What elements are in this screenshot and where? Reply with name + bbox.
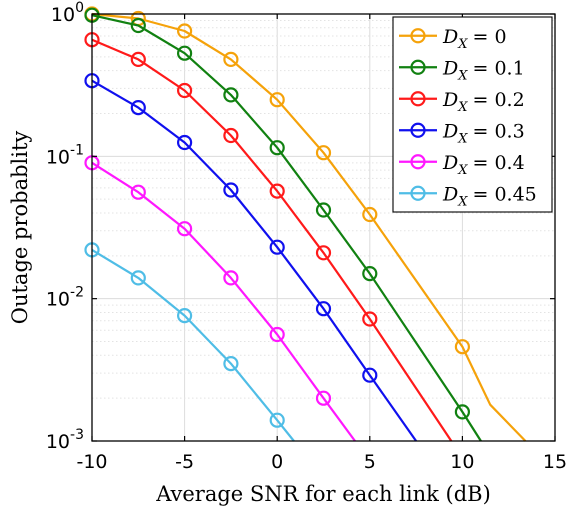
legend-subscript: X bbox=[457, 68, 468, 83]
series-4-point-3 bbox=[223, 270, 239, 286]
series-1-point-5 bbox=[315, 202, 332, 218]
series-2-point-4 bbox=[269, 183, 285, 199]
plot-frame bbox=[91, 13, 556, 442]
y-tick-exponent: -1 bbox=[70, 142, 84, 158]
series-2-point-5 bbox=[315, 245, 332, 261]
legend-value: = 0.1 bbox=[473, 57, 525, 79]
legend-var: D bbox=[442, 26, 458, 48]
y-tick-exponent: -3 bbox=[70, 427, 84, 443]
legend-entry-1: DX = 0.1 bbox=[442, 57, 525, 83]
series-line-3 bbox=[91, 79, 417, 442]
legend-value: = 0 bbox=[473, 26, 507, 48]
y-tick-label: 10-2 bbox=[46, 285, 84, 311]
y-tick-base: 10 bbox=[46, 146, 70, 168]
x-tick-label: 10 bbox=[450, 451, 474, 473]
series-0-point-3 bbox=[223, 51, 239, 68]
series-1-point-6 bbox=[362, 266, 378, 282]
series-3-point-1 bbox=[130, 99, 146, 116]
series-0-point-2 bbox=[177, 23, 193, 39]
series-3-point-4 bbox=[269, 239, 285, 255]
series-3-point-5 bbox=[315, 301, 332, 317]
series-5-point-4 bbox=[269, 412, 285, 428]
legend-subscript: X bbox=[457, 131, 468, 146]
series-line-1 bbox=[91, 14, 482, 442]
x-axis-label: Average SNR for each link (dB) bbox=[155, 482, 491, 506]
legend-entry-2: DX = 0.2 bbox=[442, 89, 525, 115]
series-line-2 bbox=[91, 38, 453, 442]
legend-entry-3: DX = 0.3 bbox=[442, 120, 525, 146]
legend-var: D bbox=[442, 183, 458, 205]
legend-var: D bbox=[442, 152, 458, 174]
legend-entry-0: DX = 0 bbox=[442, 26, 507, 52]
legend-subscript: X bbox=[457, 37, 468, 52]
legend-swatch-marker-4 bbox=[410, 154, 426, 170]
series-0-point-4 bbox=[269, 92, 285, 108]
legend-value: = 0.4 bbox=[473, 152, 525, 174]
legend-value: = 0.2 bbox=[473, 89, 525, 111]
series-3-point-6 bbox=[362, 367, 378, 383]
x-tick-label: 0 bbox=[271, 451, 283, 473]
x-tick-label: 15 bbox=[543, 451, 567, 473]
legend-value: = 0.3 bbox=[473, 120, 525, 142]
series-0-point-7 bbox=[454, 339, 470, 355]
y-tick-exponent: -2 bbox=[70, 285, 84, 301]
series-2-point-2 bbox=[177, 82, 193, 99]
legend-subscript: X bbox=[457, 163, 468, 178]
series-1-point-1 bbox=[130, 17, 146, 34]
y-tick-label: 100 bbox=[51, 0, 84, 26]
legend-var: D bbox=[442, 120, 458, 142]
y-tick-label: 10-3 bbox=[46, 427, 84, 453]
legend-entry-5: DX = 0.45 bbox=[442, 183, 537, 209]
series-1-point-3 bbox=[223, 87, 239, 103]
series-2-point-6 bbox=[362, 311, 378, 327]
legend-subscript: X bbox=[457, 194, 468, 209]
legend-var: D bbox=[442, 89, 458, 111]
x-tick-label: 5 bbox=[364, 451, 376, 473]
series-line-4 bbox=[91, 161, 356, 442]
series-2-point-3 bbox=[223, 127, 239, 144]
series-1-point-7 bbox=[454, 404, 470, 420]
legend-value: = 0.45 bbox=[473, 183, 537, 205]
y-tick-base: 10 bbox=[51, 4, 75, 26]
series-group bbox=[84, 6, 527, 442]
legend-swatch-marker-0 bbox=[410, 28, 426, 44]
series-5-point-3 bbox=[223, 356, 239, 372]
series-1-point-2 bbox=[177, 45, 193, 61]
series-0-point-6 bbox=[362, 206, 378, 223]
y-tick-exponent: 0 bbox=[75, 0, 84, 16]
legend-swatch-marker-2 bbox=[410, 91, 426, 107]
series-4-point-2 bbox=[177, 221, 193, 237]
legend-entry-4: DX = 0.4 bbox=[442, 152, 525, 178]
series-line-5 bbox=[91, 248, 295, 442]
series-2-point-1 bbox=[130, 51, 146, 68]
y-axis-label: Outage probablity bbox=[8, 131, 32, 325]
legend-swatch-marker-3 bbox=[410, 122, 426, 138]
series-line-0 bbox=[91, 12, 527, 442]
series-0-point-5 bbox=[315, 145, 332, 161]
legend: DX = 0DX = 0.1DX = 0.2DX = 0.3DX = 0.4DX = 0.4… bbox=[392, 16, 553, 213]
series-5-point-1 bbox=[130, 270, 146, 286]
legend-swatch-marker-1 bbox=[410, 59, 426, 75]
legend-box bbox=[392, 16, 553, 213]
x-tick-label: -10 bbox=[76, 451, 107, 473]
x-tick-label: -5 bbox=[175, 451, 194, 473]
y-tick-label: 10-1 bbox=[46, 142, 84, 168]
series-3-point-2 bbox=[177, 134, 193, 151]
legend-swatch-marker-5 bbox=[410, 185, 426, 201]
series-5-point-2 bbox=[177, 308, 193, 324]
series-3-point-3 bbox=[223, 182, 239, 198]
legend-var: D bbox=[442, 57, 458, 79]
series-4-point-1 bbox=[130, 184, 146, 200]
series-4-point-4 bbox=[269, 326, 285, 343]
y-tick-base: 10 bbox=[46, 289, 70, 311]
y-tick-base: 10 bbox=[46, 431, 70, 453]
legend-subscript: X bbox=[457, 100, 468, 115]
series-4-point-5 bbox=[315, 390, 332, 406]
series-1-point-4 bbox=[269, 140, 285, 156]
